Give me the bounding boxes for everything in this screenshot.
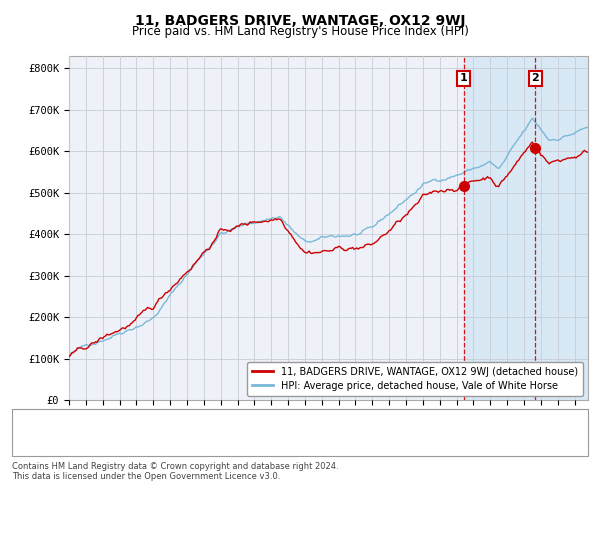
- Text: 25-JUN-2018: 25-JUN-2018: [51, 418, 125, 428]
- Text: £567,500: £567,500: [252, 437, 306, 447]
- Legend: 11, BADGERS DRIVE, WANTAGE, OX12 9WJ (detached house), HPI: Average price, detac: 11, BADGERS DRIVE, WANTAGE, OX12 9WJ (de…: [247, 362, 583, 395]
- Text: 11, BADGERS DRIVE, WANTAGE, OX12 9WJ: 11, BADGERS DRIVE, WANTAGE, OX12 9WJ: [135, 14, 465, 28]
- Text: 30-SEP-2022: 30-SEP-2022: [51, 437, 125, 447]
- Text: £516,000: £516,000: [252, 418, 306, 428]
- Text: 1: 1: [17, 418, 25, 428]
- Text: Contains HM Land Registry data © Crown copyright and database right 2024.
This d: Contains HM Land Registry data © Crown c…: [12, 462, 338, 482]
- Text: 10% ↓ HPI: 10% ↓ HPI: [396, 437, 457, 447]
- Bar: [464, 56, 588, 400]
- Text: Price paid vs. HM Land Registry's House Price Index (HPI): Price paid vs. HM Land Registry's House …: [131, 25, 469, 38]
- Text: 2: 2: [17, 437, 25, 447]
- Text: 1: 1: [460, 73, 467, 83]
- Text: 6% ↓ HPI: 6% ↓ HPI: [396, 418, 450, 428]
- Text: 2: 2: [532, 73, 539, 83]
